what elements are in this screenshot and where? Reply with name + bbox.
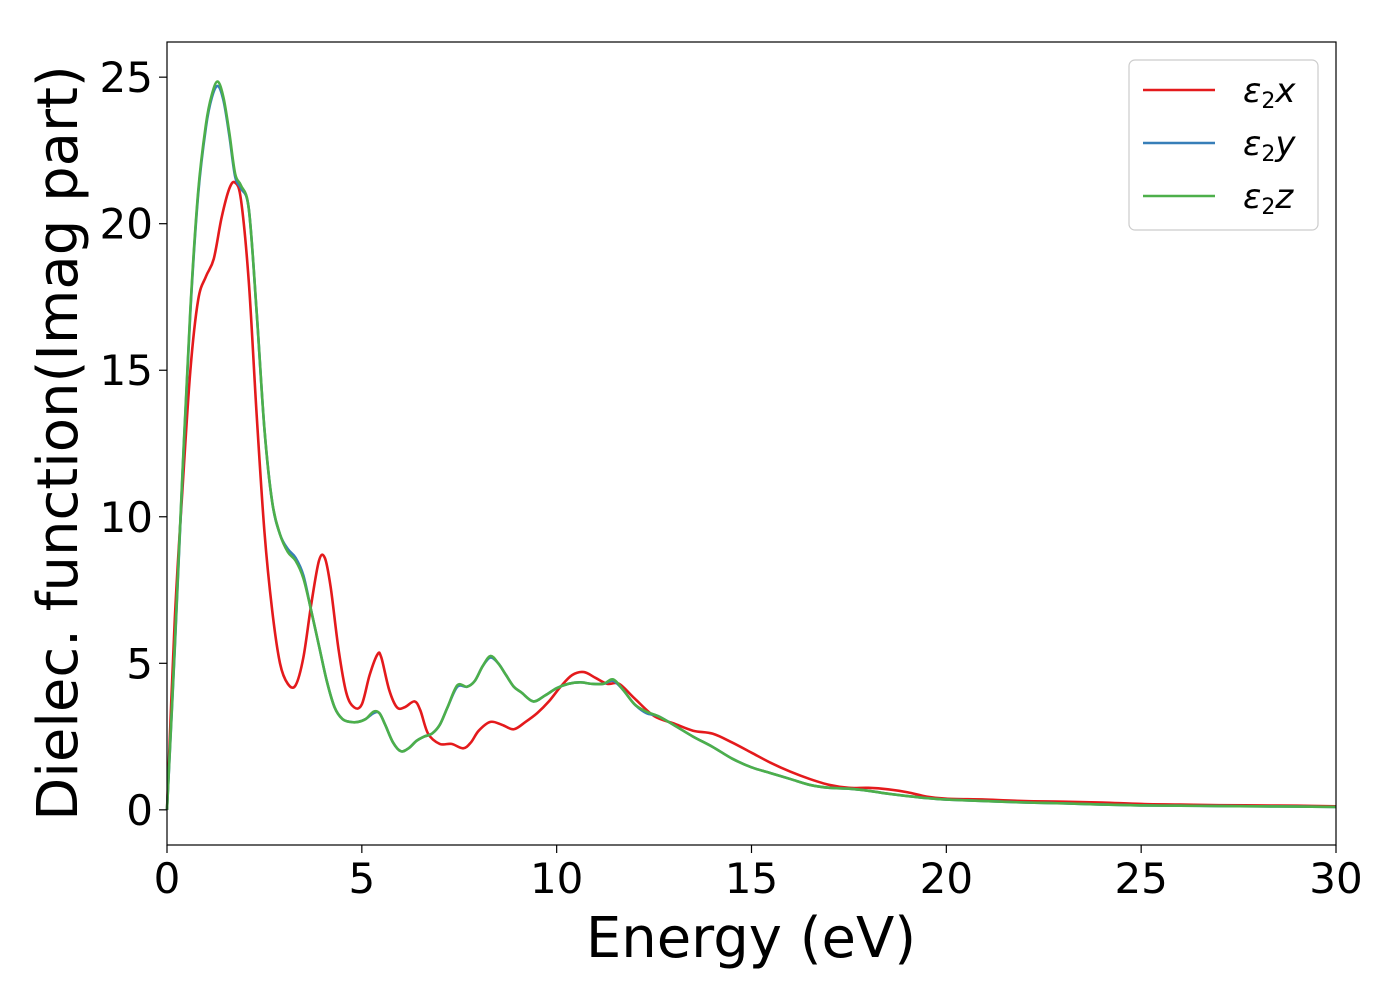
x-tick-label-0: 0 [154,854,181,903]
y-tick-label-4: 20 [100,200,153,249]
series-layer [165,80,1337,810]
series-line-2 [165,80,1337,810]
y-axis-ticks: 0 5 10 15 20 25 [100,53,167,835]
legend-box [1128,59,1319,231]
y-tick-label-2: 10 [100,493,153,542]
legend-label-1: ε2y [1243,124,1296,167]
x-tick-label-1: 5 [348,854,375,903]
y-tick-label-5: 25 [100,53,153,102]
y-tick-label-3: 15 [100,346,153,395]
legend: ε2x ε2y ε2z [1128,59,1319,231]
series-line-0 [165,180,1337,810]
y-tick-label-0: 0 [126,786,153,835]
x-tick-label-2: 10 [530,854,583,903]
legend-items: ε2x ε2y ε2z [1143,71,1296,220]
legend-label-0: ε2x [1243,71,1296,114]
x-axis-ticks: 0 5 10 15 20 25 30 [154,845,1363,903]
x-tick-label-5: 25 [1114,854,1167,903]
x-tick-label-6: 30 [1309,854,1362,903]
y-axis-label: Dielec. function(Imag part) [26,65,91,821]
x-axis-label: Energy (eV) [586,906,916,971]
x-tick-label-4: 20 [920,854,973,903]
legend-label-2: ε2z [1243,177,1294,220]
y-tick-label-1: 5 [126,639,153,688]
x-tick-label-3: 15 [725,854,778,903]
